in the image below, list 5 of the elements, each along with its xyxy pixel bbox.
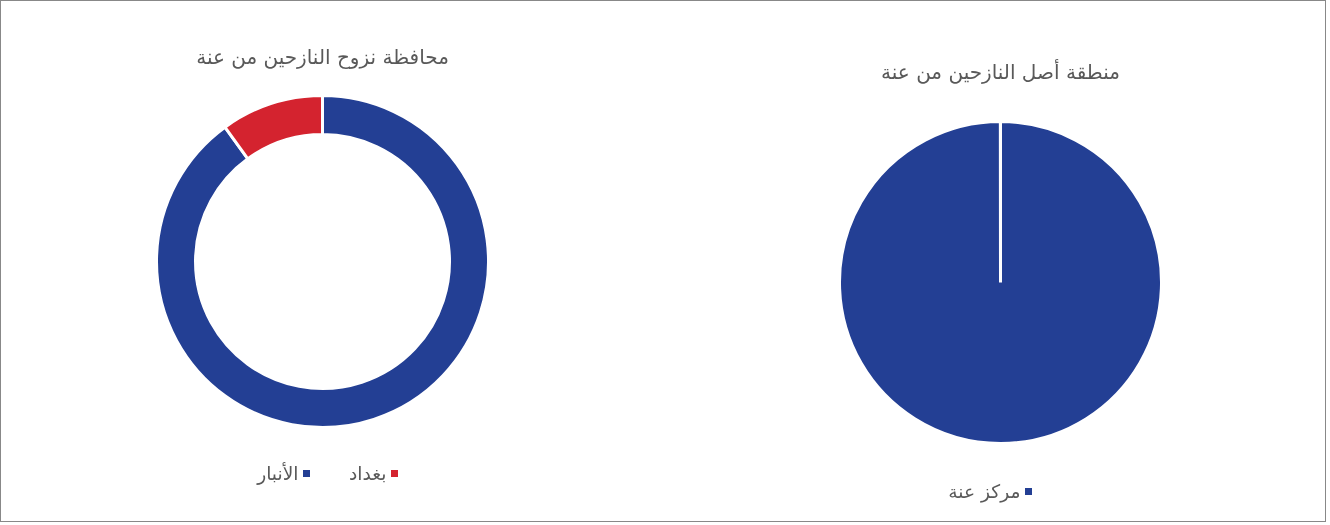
legend-label: بغداد: [349, 463, 387, 484]
legend-label: الأنبار: [256, 462, 299, 485]
legend-label: مركز عنة: [948, 481, 1021, 503]
chart-title: محافظة نزوح النازحين من عنة: [196, 44, 449, 69]
chart-title: منطقة أصل النازحين من عنة: [881, 58, 1120, 84]
